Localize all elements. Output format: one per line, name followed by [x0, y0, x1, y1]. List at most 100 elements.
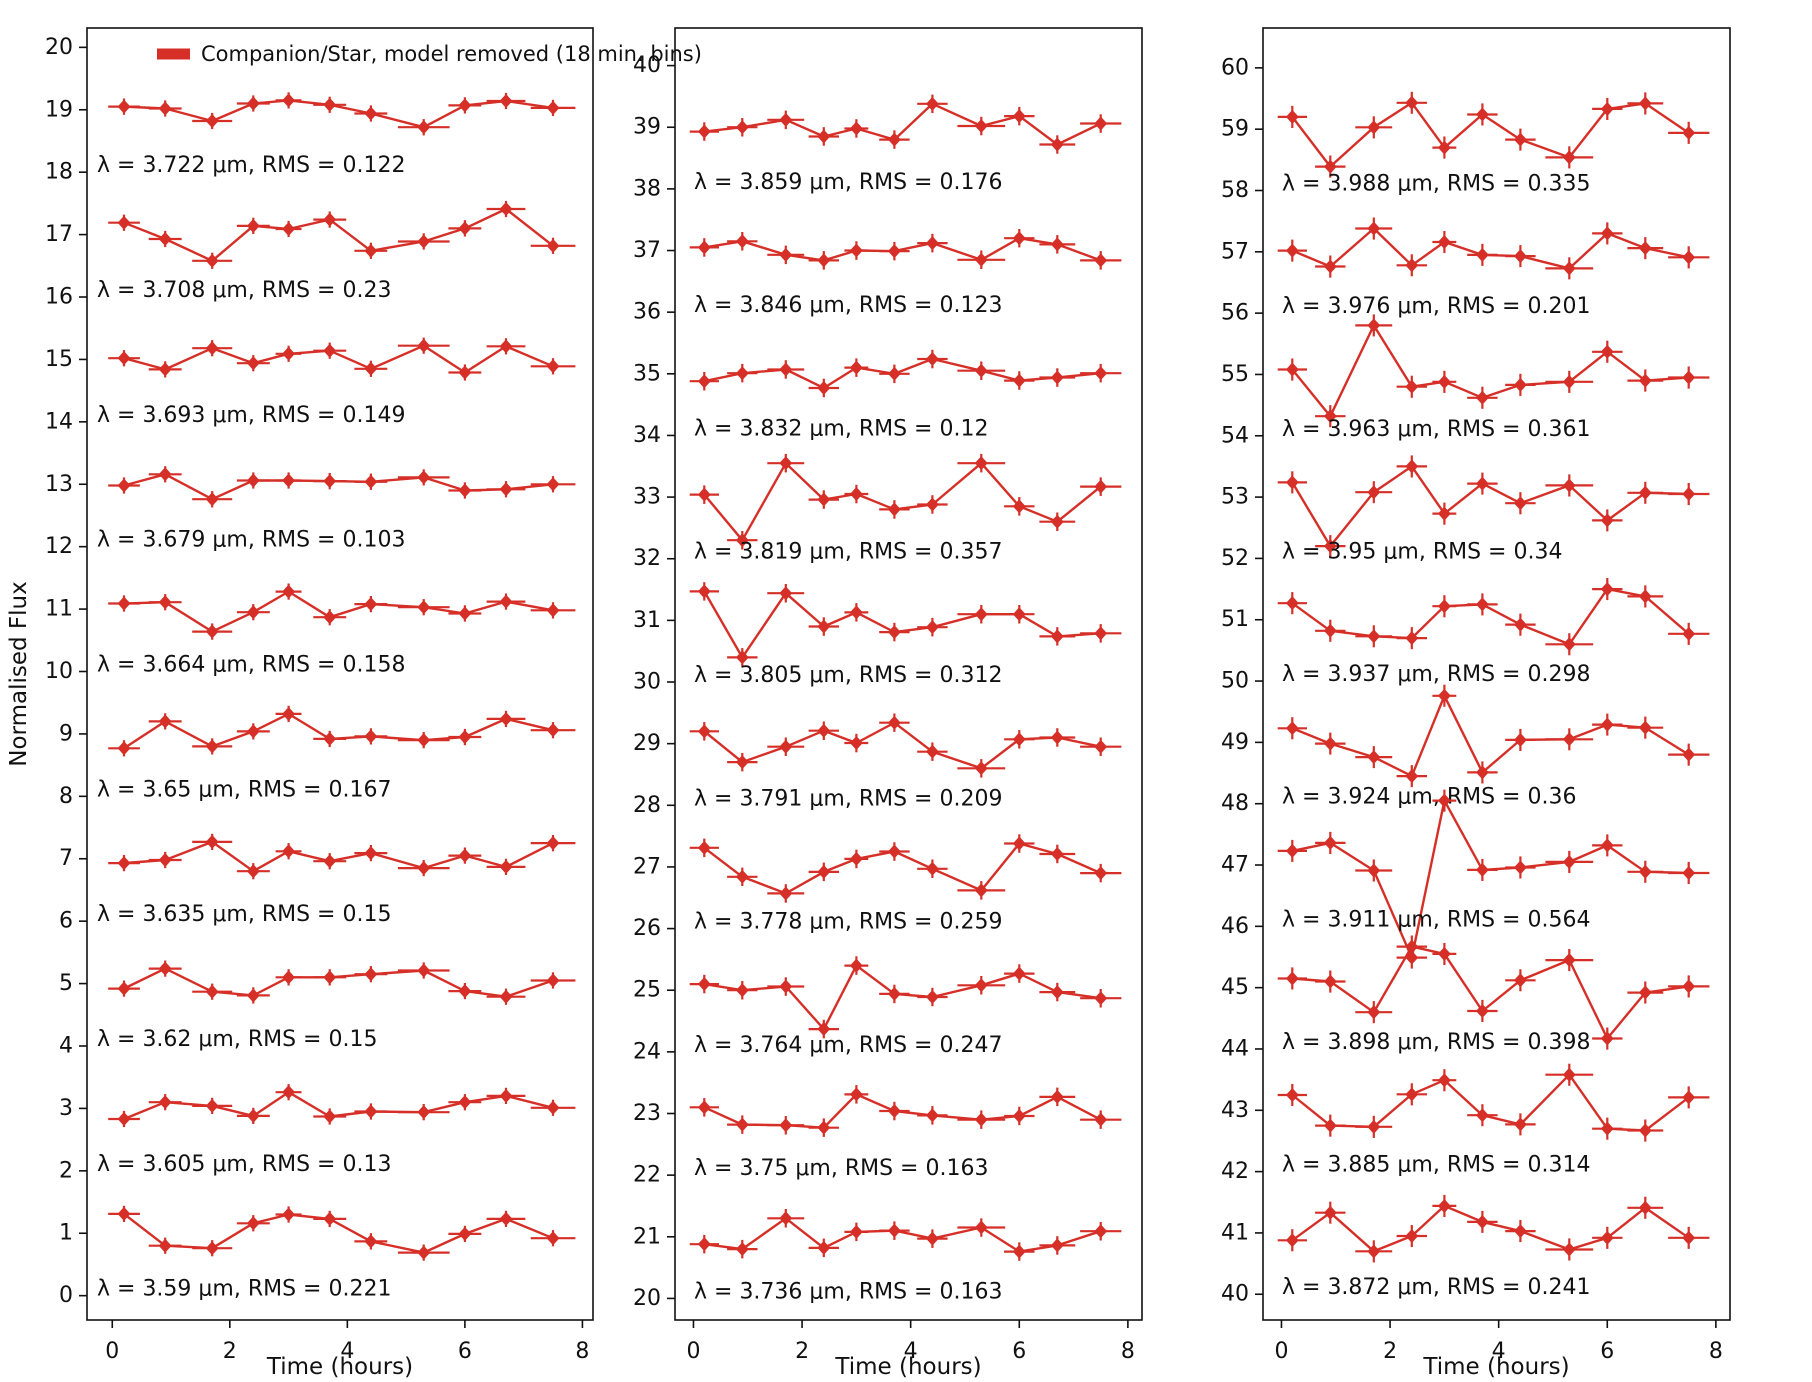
data-point-marker [117, 478, 131, 493]
panel-right: 4041424344454647484950515253545556575859… [1221, 27, 1731, 1380]
data-point-marker [158, 714, 172, 729]
data-point-marker [849, 958, 863, 973]
series-annotation: λ = 3.937 μm, RMS = 0.298 [1282, 662, 1590, 687]
data-point-marker [1600, 838, 1614, 853]
data-point-marker [1367, 318, 1381, 333]
data-point-marker [974, 1112, 988, 1127]
data-point-marker [323, 343, 337, 358]
data-point-marker [849, 1224, 863, 1239]
data-point-marker [1600, 1230, 1614, 1245]
data-point-marker [887, 244, 901, 259]
data-point-marker [779, 979, 793, 994]
data-point-marker [779, 362, 793, 377]
data-point-marker [779, 247, 793, 262]
y-tick-label: 35 [633, 361, 661, 386]
y-tick-label: 46 [1221, 914, 1249, 939]
series-lambda-3.693: λ = 3.693 μm, RMS = 0.149 [97, 337, 576, 428]
y-tick-label: 0 [59, 1283, 73, 1308]
data-point-marker [1050, 237, 1064, 252]
legend-label: Companion/Star, model removed (18 min. b… [201, 42, 702, 66]
data-point-marker [1094, 991, 1108, 1006]
data-point-marker [1600, 1031, 1614, 1046]
series-annotation: λ = 3.885 μm, RMS = 0.314 [1282, 1153, 1590, 1178]
y-tick-label: 22 [633, 1163, 661, 1188]
data-point-marker [1600, 582, 1614, 597]
data-point-marker [887, 1104, 901, 1119]
data-point-marker [1475, 1214, 1489, 1229]
data-point-marker [1285, 243, 1299, 258]
data-point-marker [779, 112, 793, 127]
panel-middle: 2021222324252627282930313233343536373839… [633, 27, 1143, 1380]
data-point-marker [364, 846, 378, 861]
y-tick-label: 57 [1221, 239, 1249, 264]
data-point-marker [205, 341, 219, 356]
x-tick-label: 6 [1600, 1339, 1614, 1364]
data-point-marker [246, 724, 260, 739]
data-point-marker [1405, 258, 1419, 273]
data-point-marker [417, 1245, 431, 1260]
data-point-marker [1012, 231, 1026, 246]
data-point-marker [1094, 866, 1108, 881]
data-point-marker [1600, 717, 1614, 732]
x-tick-label: 8 [1121, 1339, 1135, 1364]
y-tick-label: 28 [633, 793, 661, 818]
data-point-marker [1638, 241, 1652, 256]
x-tick-label: 4 [1492, 1339, 1506, 1364]
y-tick-label: 14 [45, 409, 73, 434]
data-point-marker [364, 474, 378, 489]
data-point-marker [282, 706, 295, 721]
data-point-marker [282, 1207, 295, 1222]
data-point-marker [1050, 985, 1064, 1000]
data-point-marker [735, 120, 749, 135]
data-point-marker [697, 840, 711, 855]
y-tick-label: 54 [1221, 423, 1249, 448]
y-tick-label: 12 [45, 534, 73, 559]
data-point-marker [246, 1216, 260, 1231]
data-point-marker [1285, 721, 1299, 736]
data-point-marker [117, 856, 131, 871]
data-point-marker [323, 610, 337, 625]
y-tick-label: 52 [1221, 546, 1249, 571]
data-point-marker [1475, 1003, 1489, 1018]
data-point-marker [1012, 732, 1026, 747]
data-point-marker [1094, 1112, 1108, 1127]
data-point-marker [282, 844, 295, 859]
x-tick-label: 6 [458, 1339, 472, 1364]
data-point-marker [1323, 409, 1337, 424]
y-tick-label: 39 [633, 115, 661, 140]
data-point-marker [323, 731, 337, 746]
data-point-marker [1562, 261, 1576, 276]
data-point-marker [499, 202, 513, 217]
data-point-marker [1513, 1117, 1527, 1132]
data-point-marker [1405, 1228, 1419, 1243]
y-tick-label: 16 [45, 285, 73, 310]
y-tick-label: 27 [633, 854, 661, 879]
data-point-marker [735, 869, 749, 884]
series-annotation: λ = 3.911 μm, RMS = 0.564 [1282, 907, 1590, 932]
y-tick-label: 3 [59, 1096, 73, 1121]
data-point-marker [779, 886, 793, 901]
data-point-marker [1012, 1244, 1026, 1259]
data-point-marker [887, 625, 901, 640]
y-tick-label: 20 [633, 1286, 661, 1311]
data-point-marker [1638, 1200, 1652, 1215]
data-point-marker [1367, 120, 1381, 135]
y-axis-label: Normalised Flux [6, 581, 32, 766]
data-point-marker [417, 234, 431, 249]
data-point-marker [974, 1220, 988, 1235]
data-point-marker [499, 711, 513, 726]
y-tick-label: 17 [45, 222, 73, 247]
data-point-marker [1437, 793, 1451, 808]
data-point-marker [364, 597, 378, 612]
y-tick-label: 38 [633, 176, 661, 201]
data-point-marker [1012, 966, 1026, 981]
data-point-marker [1323, 974, 1337, 989]
data-point-marker [1475, 247, 1489, 262]
series-annotation: λ = 3.963 μm, RMS = 0.361 [1282, 417, 1590, 442]
data-point-marker [499, 989, 513, 1004]
data-point-marker [697, 977, 711, 992]
data-point-marker [205, 492, 219, 507]
data-point-marker [1562, 953, 1576, 968]
data-point-marker [735, 983, 749, 998]
series-annotation: λ = 3.65 μm, RMS = 0.167 [97, 777, 391, 802]
